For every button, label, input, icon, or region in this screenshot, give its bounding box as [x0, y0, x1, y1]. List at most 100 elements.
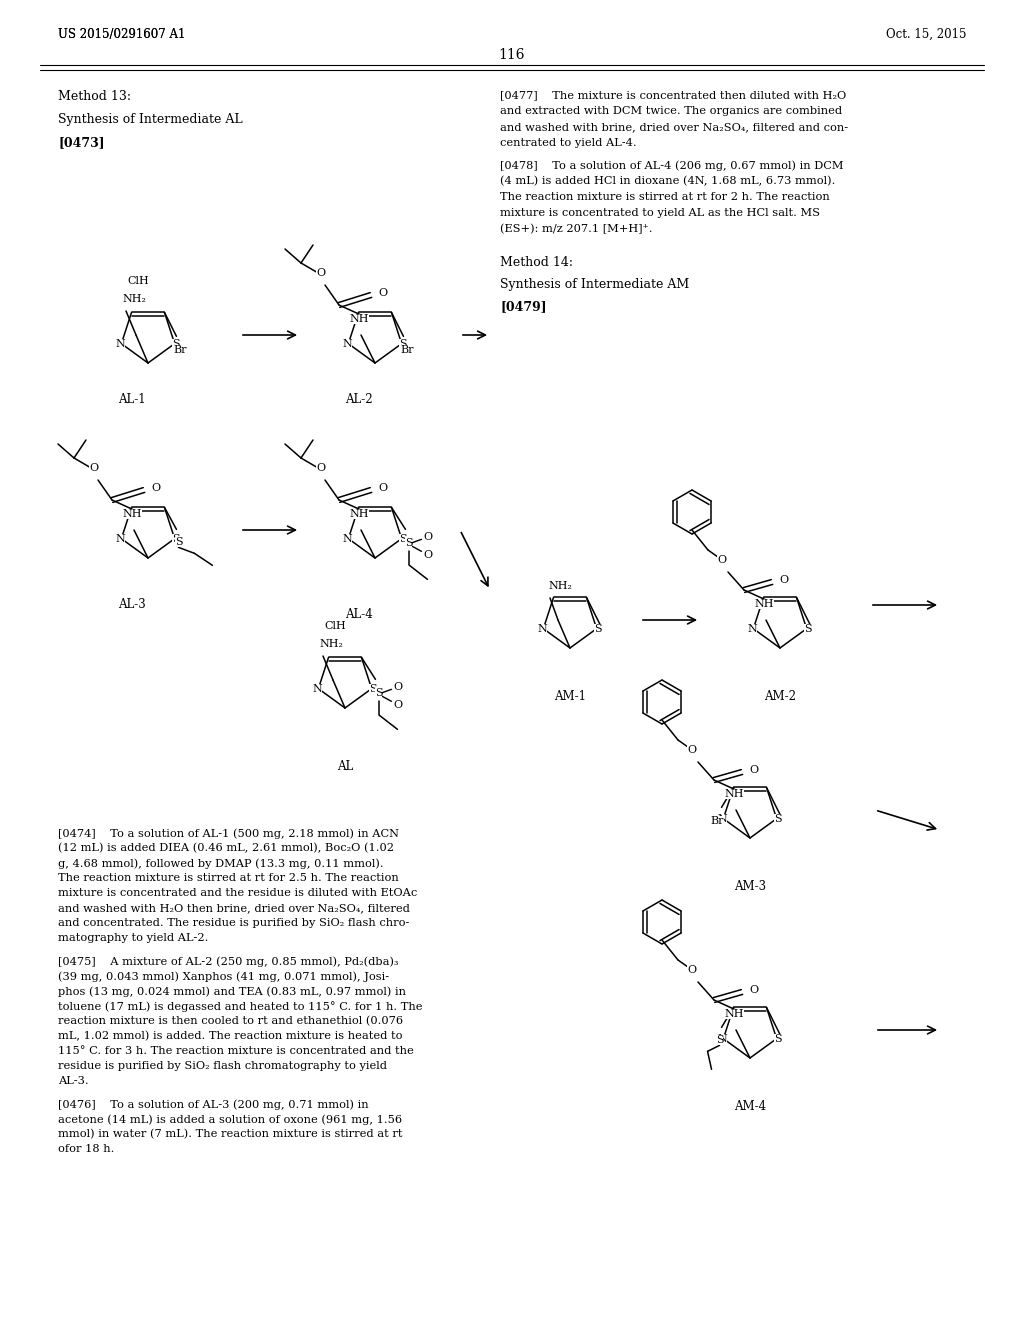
Text: matography to yield AL-2.: matography to yield AL-2.: [58, 933, 208, 942]
Text: Br: Br: [174, 346, 187, 355]
Text: AL-3: AL-3: [118, 598, 145, 611]
Text: O: O: [393, 682, 402, 693]
Text: N: N: [116, 339, 125, 348]
Text: AM-4: AM-4: [734, 1100, 766, 1113]
Text: US 2015/0291607 A1: US 2015/0291607 A1: [58, 28, 185, 41]
Text: (39 mg, 0.043 mmol) Xanphos (41 mg, 0.071 mmol), Josi-: (39 mg, 0.043 mmol) Xanphos (41 mg, 0.07…: [58, 972, 389, 982]
Text: and washed with brine, dried over Na₂SO₄, filtered and con-: and washed with brine, dried over Na₂SO₄…: [500, 121, 848, 132]
Text: AM-3: AM-3: [734, 880, 766, 894]
Text: NH: NH: [724, 1008, 743, 1019]
Text: S: S: [369, 684, 377, 693]
Text: O: O: [718, 554, 727, 565]
Text: (4 mL) is added HCl in dioxane (4N, 1.68 mL, 6.73 mmol).: (4 mL) is added HCl in dioxane (4N, 1.68…: [500, 176, 836, 186]
Text: O: O: [89, 463, 98, 473]
Text: mmol) in water (7 mL). The reaction mixture is stirred at rt: mmol) in water (7 mL). The reaction mixt…: [58, 1129, 402, 1139]
Text: S: S: [172, 339, 179, 348]
Text: O: O: [687, 744, 696, 755]
Text: [0478]    To a solution of AL-4 (206 mg, 0.67 mmol) in DCM: [0478] To a solution of AL-4 (206 mg, 0.…: [500, 160, 844, 170]
Text: Oct. 15, 2015: Oct. 15, 2015: [886, 28, 966, 41]
Text: phos (13 mg, 0.024 mmol) and TEA (0.83 mL, 0.97 mmol) in: phos (13 mg, 0.024 mmol) and TEA (0.83 m…: [58, 986, 406, 997]
Text: O: O: [316, 463, 326, 473]
Text: Br: Br: [400, 346, 414, 355]
Text: AL: AL: [337, 760, 353, 774]
Text: S: S: [716, 1035, 723, 1045]
Text: S: S: [398, 339, 407, 348]
Text: ClH: ClH: [127, 276, 148, 286]
Text: N: N: [116, 533, 125, 544]
Text: NH₂: NH₂: [122, 294, 146, 304]
Text: N: N: [312, 684, 323, 693]
Text: (12 mL) is added DIEA (0.46 mL, 2.61 mmol), Boc₂O (1.02: (12 mL) is added DIEA (0.46 mL, 2.61 mmo…: [58, 843, 394, 853]
Text: US 2015/0291607 A1: US 2015/0291607 A1: [58, 28, 185, 41]
Text: [0479]: [0479]: [500, 300, 547, 313]
Text: ofor 18 h.: ofor 18 h.: [58, 1144, 115, 1154]
Text: O: O: [152, 483, 161, 492]
Text: ClH: ClH: [325, 620, 346, 631]
Text: S: S: [404, 539, 413, 548]
Text: NH: NH: [755, 599, 774, 609]
Text: and extracted with DCM twice. The organics are combined: and extracted with DCM twice. The organi…: [500, 106, 842, 116]
Text: reaction mixture is then cooled to rt and ethanethiol (0.076: reaction mixture is then cooled to rt an…: [58, 1016, 403, 1027]
Text: mixture is concentrated and the residue is diluted with EtOAc: mixture is concentrated and the residue …: [58, 888, 417, 898]
Text: NH₂: NH₂: [319, 639, 343, 649]
Text: AL-3.: AL-3.: [58, 1076, 89, 1086]
Text: O: O: [379, 288, 387, 298]
Text: N: N: [342, 339, 352, 348]
Text: NH: NH: [349, 314, 369, 323]
Text: acetone (14 mL) is added a solution of oxone (961 mg, 1.56: acetone (14 mL) is added a solution of o…: [58, 1114, 402, 1125]
Text: Br: Br: [711, 816, 724, 826]
Text: Synthesis of Intermediate AL: Synthesis of Intermediate AL: [58, 114, 243, 125]
Text: O: O: [779, 576, 788, 585]
Text: N: N: [718, 813, 727, 824]
Text: N: N: [342, 533, 352, 544]
Text: (ES+): m/z 207.1 [M+H]⁺.: (ES+): m/z 207.1 [M+H]⁺.: [500, 224, 652, 235]
Text: S: S: [175, 537, 182, 548]
Text: S: S: [594, 623, 601, 634]
Text: S: S: [172, 533, 179, 544]
Text: The reaction mixture is stirred at rt for 2 h. The reaction: The reaction mixture is stirred at rt fo…: [500, 191, 829, 202]
Text: Method 13:: Method 13:: [58, 90, 131, 103]
Text: AM-1: AM-1: [554, 690, 586, 704]
Text: toluene (17 mL) is degassed and heated to 115° C. for 1 h. The: toluene (17 mL) is degassed and heated t…: [58, 1001, 423, 1012]
Text: S: S: [774, 813, 781, 824]
Text: N: N: [538, 623, 547, 634]
Text: O: O: [393, 701, 402, 710]
Text: [0475]    A mixture of AL-2 (250 mg, 0.85 mmol), Pd₂(dba)₃: [0475] A mixture of AL-2 (250 mg, 0.85 m…: [58, 956, 398, 966]
Text: O: O: [379, 483, 387, 492]
Text: 116: 116: [499, 48, 525, 62]
Text: S: S: [375, 688, 382, 698]
Text: [0477]    The mixture is concentrated then diluted with H₂O: [0477] The mixture is concentrated then …: [500, 90, 846, 100]
Text: O: O: [750, 766, 759, 775]
Text: NH₂: NH₂: [548, 581, 572, 591]
Text: residue is purified by SiO₂ flash chromatography to yield: residue is purified by SiO₂ flash chroma…: [58, 1061, 387, 1071]
Text: S: S: [398, 533, 407, 544]
Text: AL-2: AL-2: [345, 393, 373, 407]
Text: S: S: [804, 623, 811, 634]
Text: and concentrated. The residue is purified by SiO₂ flash chro-: and concentrated. The residue is purifie…: [58, 917, 410, 928]
Text: Method 14:: Method 14:: [500, 256, 573, 269]
Text: N: N: [748, 623, 757, 634]
Text: centrated to yield AL-4.: centrated to yield AL-4.: [500, 139, 637, 148]
Text: NH: NH: [122, 510, 141, 519]
Text: O: O: [687, 965, 696, 975]
Text: Synthesis of Intermediate AM: Synthesis of Intermediate AM: [500, 279, 689, 290]
Text: O: O: [423, 532, 432, 543]
Text: AM-2: AM-2: [764, 690, 796, 704]
Text: [0473]: [0473]: [58, 136, 104, 149]
Text: and washed with H₂O then brine, dried over Na₂SO₄, filtered: and washed with H₂O then brine, dried ov…: [58, 903, 410, 913]
Text: 115° C. for 3 h. The reaction mixture is concentrated and the: 115° C. for 3 h. The reaction mixture is…: [58, 1045, 414, 1056]
Text: O: O: [423, 550, 432, 561]
Text: NH: NH: [349, 510, 369, 519]
Text: O: O: [750, 985, 759, 995]
Text: g, 4.68 mmol), followed by DMAP (13.3 mg, 0.11 mmol).: g, 4.68 mmol), followed by DMAP (13.3 mg…: [58, 858, 384, 869]
Text: mL, 1.02 mmol) is added. The reaction mixture is heated to: mL, 1.02 mmol) is added. The reaction mi…: [58, 1031, 402, 1041]
Text: AL-1: AL-1: [118, 393, 145, 407]
Text: mixture is concentrated to yield AL as the HCl salt. MS: mixture is concentrated to yield AL as t…: [500, 209, 820, 218]
Text: The reaction mixture is stirred at rt for 2.5 h. The reaction: The reaction mixture is stirred at rt fo…: [58, 873, 398, 883]
Text: N: N: [718, 1034, 727, 1044]
Text: NH: NH: [724, 789, 743, 799]
Text: O: O: [316, 268, 326, 279]
Text: [0476]    To a solution of AL-3 (200 mg, 0.71 mmol) in: [0476] To a solution of AL-3 (200 mg, 0.…: [58, 1100, 369, 1110]
Text: S: S: [774, 1034, 781, 1044]
Text: AL-4: AL-4: [345, 609, 373, 620]
